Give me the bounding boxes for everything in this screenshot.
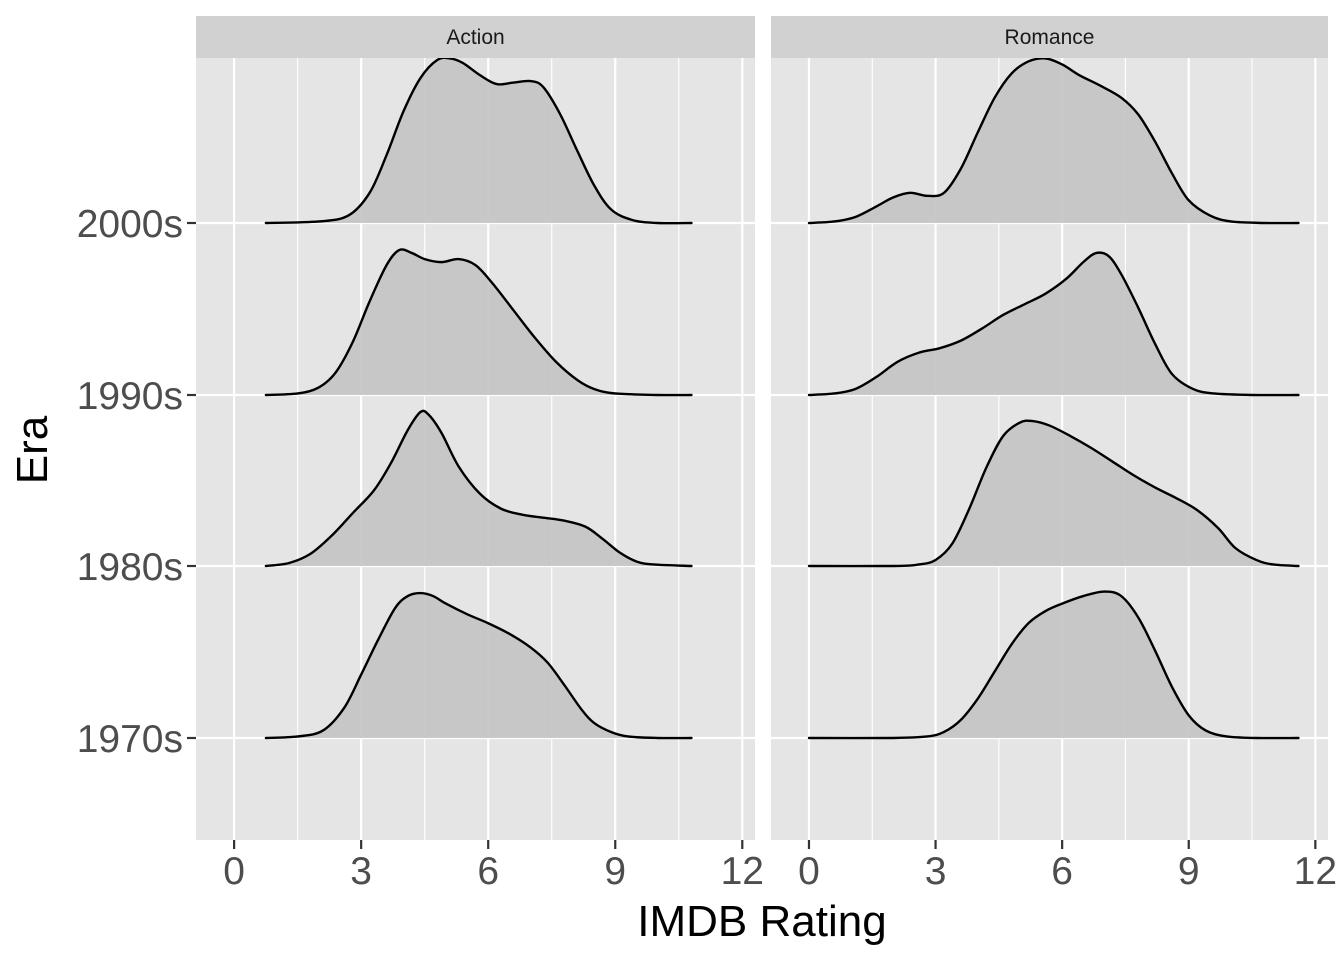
ridge-romance-2000s xyxy=(807,57,1300,225)
facet-label: Action xyxy=(446,26,504,49)
y-tick-label: 1980s xyxy=(77,546,183,589)
ridge-fill xyxy=(265,57,692,224)
x-axis-title: IMDB Rating xyxy=(637,897,886,946)
facet-strip xyxy=(771,16,1328,58)
panel-romance: Romance xyxy=(771,16,1328,840)
ridge-fill xyxy=(808,591,1299,739)
x-tick-label: 6 xyxy=(477,850,499,893)
x-tick-label: 12 xyxy=(721,850,764,893)
ridge-action-1970s xyxy=(264,591,693,740)
ridge-fill xyxy=(808,252,1299,396)
y-tick-label: 1990s xyxy=(77,375,183,418)
x-tick-label: 9 xyxy=(1178,850,1200,893)
y-axis-title: Era xyxy=(8,415,57,484)
ridge-fill xyxy=(265,593,692,739)
ridge-line xyxy=(264,56,693,225)
ridge-action-1980s xyxy=(264,409,693,568)
x-tick-label: 3 xyxy=(925,850,947,893)
y-axis: 1970s 1980s 1990s 2000s xyxy=(77,203,196,761)
x-axis: 0 3 6 9 12 0 3 6 9 12 xyxy=(223,840,1337,893)
ridge-line xyxy=(807,57,1300,225)
x-tick-label: 9 xyxy=(604,850,626,893)
ridge-romance-1990s xyxy=(807,251,1300,397)
facet-strip xyxy=(196,16,755,58)
x-tick-label: 0 xyxy=(798,850,820,893)
ridge-line xyxy=(807,419,1300,568)
x-tick-label: 3 xyxy=(350,850,372,893)
ridge-romance-1970s xyxy=(807,590,1300,740)
ridge-line xyxy=(807,251,1300,397)
ridge-line xyxy=(264,409,693,568)
x-tick-label: 6 xyxy=(1051,850,1073,893)
facet-label: Romance xyxy=(1005,26,1095,49)
panels-layer: Action Romance xyxy=(196,16,1328,840)
ridge-fill xyxy=(808,420,1299,567)
x-tick-label: 0 xyxy=(223,850,245,893)
y-tick-label: 2000s xyxy=(77,203,183,246)
ridge-fill xyxy=(265,249,692,396)
panel-action: Action xyxy=(196,16,755,840)
ridge-line xyxy=(807,590,1300,740)
ridge-line xyxy=(264,248,693,397)
ridge-line xyxy=(264,591,693,740)
ridge-romance-1980s xyxy=(807,419,1300,568)
ridge-action-1990s xyxy=(264,248,693,397)
x-tick-label: 12 xyxy=(1294,850,1337,893)
y-tick-label: 1970s xyxy=(77,718,183,761)
ridge-action-2000s xyxy=(264,56,693,225)
